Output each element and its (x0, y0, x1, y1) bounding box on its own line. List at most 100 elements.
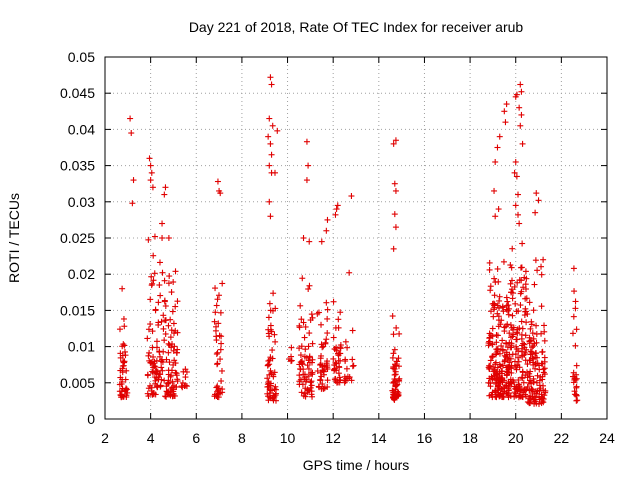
data-point (493, 339, 500, 346)
data-point (342, 356, 349, 363)
data-point (298, 360, 305, 367)
x-tick-label: 10 (280, 430, 296, 446)
data-point (526, 299, 533, 306)
data-point (150, 277, 157, 284)
data-point (492, 158, 499, 165)
data-point (212, 285, 219, 292)
data-point (532, 365, 539, 372)
data-point (498, 342, 505, 349)
data-point (516, 220, 523, 227)
data-point (390, 245, 397, 252)
data-point (267, 387, 274, 394)
data-point (318, 373, 325, 380)
data-point (169, 367, 176, 374)
data-point (306, 282, 313, 289)
data-point (297, 302, 304, 309)
data-point (317, 377, 324, 384)
data-point (538, 393, 545, 400)
data-point (507, 280, 514, 287)
data-point (501, 108, 508, 115)
data-point (332, 211, 339, 218)
data-point (528, 380, 535, 387)
data-point (271, 331, 278, 338)
data-point (493, 394, 500, 401)
data-point (172, 303, 179, 310)
data-point (342, 338, 349, 345)
data-point (159, 220, 166, 227)
data-point (519, 140, 526, 147)
data-point (519, 369, 526, 376)
data-point (531, 340, 538, 347)
data-point (533, 322, 540, 329)
data-point (159, 367, 166, 374)
data-point (336, 363, 343, 370)
data-point (212, 327, 219, 334)
data-point (513, 91, 520, 98)
data-point (219, 280, 226, 287)
data-point (491, 301, 498, 308)
data-point (391, 180, 398, 187)
data-point (265, 314, 272, 321)
data-point (528, 351, 535, 358)
data-point (296, 345, 303, 352)
data-point (536, 377, 543, 384)
data-point (499, 337, 506, 344)
data-point (300, 235, 307, 241)
data-point (513, 385, 520, 392)
data-point (273, 386, 280, 393)
data-point (516, 104, 523, 111)
y-tick-label: 0 (87, 411, 95, 427)
data-point (570, 313, 577, 320)
data-point (337, 350, 344, 357)
data-point (572, 305, 579, 312)
data-point (266, 162, 273, 169)
data-point (324, 377, 331, 384)
data-point (518, 288, 525, 295)
data-point (165, 379, 172, 386)
data-point (146, 349, 153, 356)
data-point (324, 216, 331, 223)
data-point (499, 375, 506, 382)
data-point (529, 344, 536, 351)
data-point (159, 269, 166, 276)
data-point (504, 321, 511, 328)
data-point (144, 371, 151, 378)
data-point (503, 382, 510, 389)
data-point (120, 315, 127, 322)
data-point (302, 393, 309, 400)
data-point (515, 381, 522, 388)
data-point (307, 384, 314, 391)
data-point (530, 307, 537, 314)
data-point (524, 398, 531, 405)
data-point (214, 388, 221, 395)
data-point (304, 386, 311, 393)
data-point (487, 308, 494, 315)
data-point (524, 383, 531, 390)
data-point (522, 305, 529, 312)
data-point (502, 119, 509, 126)
data-point (265, 133, 272, 140)
data-point (270, 290, 277, 297)
data-point (503, 294, 510, 301)
data-point (335, 370, 342, 377)
data-point (214, 360, 221, 367)
data-point (504, 371, 511, 378)
data-point (162, 330, 169, 337)
data-point (487, 283, 494, 290)
data-point (213, 302, 220, 309)
data-point (170, 278, 177, 285)
data-point (534, 372, 541, 379)
data-point (165, 340, 172, 347)
data-point (538, 303, 545, 310)
data-point (272, 305, 279, 312)
data-point (158, 376, 165, 383)
data-point (218, 333, 225, 340)
data-point (119, 385, 126, 392)
data-point (497, 363, 504, 370)
data-point (517, 122, 524, 129)
data-point (508, 264, 515, 271)
data-point (167, 334, 174, 341)
data-point (522, 308, 529, 315)
data-point (512, 202, 519, 209)
data-point (570, 265, 577, 272)
